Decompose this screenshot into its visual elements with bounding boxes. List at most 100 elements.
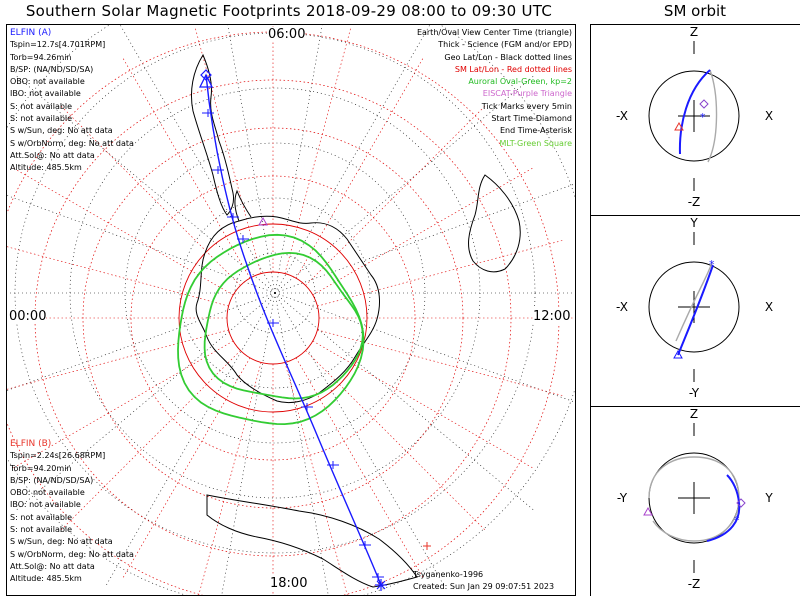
- orbit-panel-title: SM orbit: [663, 2, 727, 20]
- geo-grid: [7, 25, 575, 595]
- orbit-divider-1: [590, 215, 800, 216]
- orbit-divider-2: [590, 406, 800, 407]
- orbit-gray-arc: [675, 262, 713, 342]
- geo-longitude-line: [274, 183, 575, 294]
- antarctica-coastline: [195, 215, 380, 404]
- earth-circle: [648, 261, 740, 353]
- eiscat-triangle: [258, 216, 268, 226]
- elfin-b-line: IBO: not available: [10, 500, 81, 510]
- earth-circle: [648, 70, 740, 162]
- elfin-a-line: Att.Sol@: No att data: [10, 150, 95, 160]
- sm-latitude-circle: [226, 271, 320, 365]
- axis-label-top: Z: [690, 25, 698, 39]
- elfin-b-info: ELFIN (B) Tspin=2.24s[26.68RPM] Torb=94.2…: [10, 438, 134, 586]
- geo-latitude-circle: [124, 142, 426, 444]
- geo-longitude-line: [274, 74, 536, 294]
- geo-longitude-line: [274, 25, 431, 294]
- elfin-b-line: Att.Sol@: No att data: [10, 561, 95, 571]
- legend-entry: Start Time-Diamond: [491, 114, 572, 124]
- elfin-a-line: Torb=94.26min: [10, 52, 72, 62]
- elfin-a-line: S w/Sun, deg: No att data: [10, 126, 113, 136]
- elfin-b-line: S w/OrbNorm, deg: No att data: [10, 549, 134, 559]
- legend-entry: MLT-Green Square: [499, 138, 572, 148]
- elfin-a-view-triangle: [198, 73, 214, 88]
- orbit-end-asterisk: *: [700, 111, 706, 124]
- axis-label-right: X: [765, 109, 773, 123]
- elfin-a-line: OBO: not available: [10, 77, 85, 87]
- orbit-panel-3: Z -Z -Y Y: [617, 407, 773, 591]
- axis-label-left: -X: [616, 109, 628, 123]
- orbit-panels: Z -Z -X X Y -Y -X X Z -Z -Y Y * * *: [590, 24, 800, 596]
- elfin-b-line: Tspin=2.24s[26.68RPM]: [10, 451, 106, 461]
- geo-longitude-line: [221, 292, 276, 595]
- geo-longitude-line: [227, 25, 276, 294]
- sm-longitude-line: [305, 350, 486, 531]
- sm-longitude-line: [284, 362, 348, 595]
- sm-latitude-circle: [178, 223, 368, 413]
- geo-longitude-line: [274, 292, 536, 512]
- sm-longitude-line: [7, 246, 229, 307]
- elfin-b-title: ELFIN (B): [10, 439, 52, 449]
- geo-longitude-line: [14, 292, 276, 512]
- legend-entry: Earth/Oval View Center Time (triangle): [416, 28, 572, 37]
- sm-longitude-line: [122, 58, 251, 279]
- geo-latitude-circle: [179, 197, 371, 389]
- orbit-blue-arc: [678, 69, 711, 155]
- axis-label-right: X: [765, 300, 773, 314]
- sm-longitude-line: [284, 28, 351, 274]
- elfin-b-details: Tspin=2.24s[26.68RPM] Torb=94.20min B/SP: …: [10, 450, 134, 585]
- south-america-coastline: [190, 53, 234, 216]
- geo-longitude-line: [274, 292, 329, 595]
- orbit-gray-arc: [707, 69, 718, 163]
- axis-label-top: Z: [690, 407, 698, 421]
- elfin-b-line: S w/Sun, deg: No att data: [10, 537, 113, 547]
- elfin-a-details: Tspin=12.7s[4.701RPM] Torb=94.26min B/SP: …: [10, 39, 134, 174]
- sm-longitude-line: [13, 167, 234, 296]
- orbit-blue-arc: [706, 474, 741, 542]
- elfin-b-line: S: not available: [10, 525, 73, 535]
- legend-entry: Geo Lat/Lon - Black dotted lines: [444, 52, 572, 62]
- page-title: Southern Solar Magnetic Footprints 2018-…: [25, 2, 553, 20]
- axis-label-left: -Y: [617, 491, 628, 505]
- geo-longitude-line: [119, 25, 276, 294]
- orbit-svg: Z -Z -X X Y -Y -X X Z -Z -Y Y * * *: [616, 25, 773, 591]
- sm-longitude-line: [198, 362, 262, 595]
- sm-longitude-line: [312, 167, 533, 296]
- elfin-a-line: B/SP: (NA/ND/SD/SA): [10, 64, 94, 74]
- sm-longitude-line: [312, 340, 533, 469]
- geo-longitude-line: [14, 74, 276, 294]
- axis-label-bottom: -Z: [688, 577, 701, 591]
- elfin-a-line: S: not available: [10, 101, 73, 111]
- geo-longitude-line: [274, 25, 323, 294]
- footprint-map: 06:00 00:00 12:00 18:00 ELFIN (A) Tspin=…: [6, 24, 576, 596]
- auroral-oval: [177, 233, 365, 426]
- sm-longitude-line: [295, 58, 424, 279]
- elfin-a-line: Altitude: 485.5km: [10, 163, 82, 173]
- auroral-oval-inner: [203, 251, 364, 400]
- legend-entry: EISCAT-Purple Triangle: [482, 89, 572, 99]
- mlt-label-bottom: 18:00: [270, 576, 308, 591]
- geo-longitude-line: [104, 292, 276, 588]
- elfin-a-title: ELFIN (A): [10, 28, 52, 38]
- elfin-b-line: B/SP: (NA/ND/SD/SA): [10, 475, 94, 485]
- elfin-b-marker: [423, 542, 431, 550]
- geo-longitude-line: [7, 195, 276, 294]
- geo-longitude-line: [7, 292, 276, 391]
- sm-longitude-line: [122, 357, 251, 578]
- orbit-view-triangle: [673, 349, 683, 359]
- elfin-b-line: Torb=94.20min: [10, 463, 72, 473]
- auroral-oval-outer: [177, 233, 365, 426]
- elfin-b-line: S: not available: [10, 512, 73, 522]
- axis-label-left: -X: [616, 300, 628, 314]
- footer-model: Tsyganenko-1996: [413, 570, 484, 579]
- elfin-a-info: ELFIN (A) Tspin=12.7s[4.701RPM] Torb=94.2…: [10, 27, 134, 175]
- elfin-a-track-line: [205, 74, 382, 586]
- axis-label-bottom: -Y: [689, 386, 700, 400]
- elfin-b-line: Altitude: 485.5km: [10, 574, 82, 584]
- geo-longitude-line: [274, 292, 575, 403]
- mlt-label-left: 00:00: [9, 309, 47, 324]
- orbit-start-diamond: [736, 498, 746, 508]
- orbit-panel-1: Z -Z -X X: [616, 25, 773, 209]
- legend-entry: End Time-Asterisk: [499, 126, 572, 136]
- orbit-end-asterisk: *: [734, 514, 740, 527]
